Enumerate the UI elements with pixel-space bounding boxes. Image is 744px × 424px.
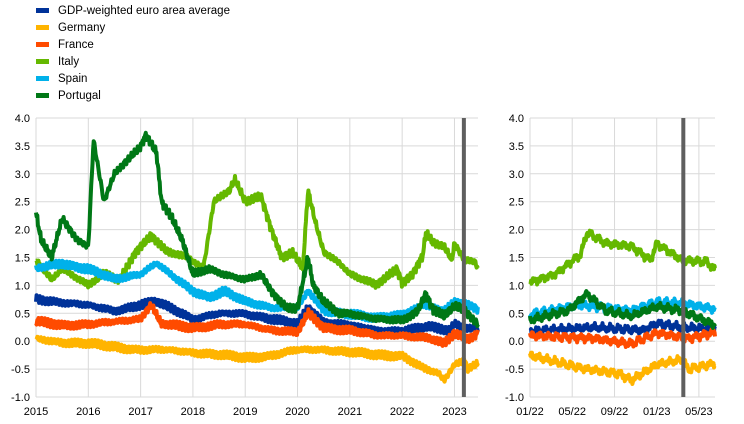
series-line-gdp-weighted-euro-area-average: [34, 293, 480, 337]
legend-item: Portugal: [36, 87, 230, 104]
y-tick-label: 4.0: [15, 113, 30, 125]
y-tick-label: 1.0: [509, 280, 524, 292]
y-tick-label: -0.5: [11, 364, 30, 376]
legend-item: Spain: [36, 70, 230, 87]
legend-item: Italy: [36, 53, 230, 70]
y-tick-label: 0.0: [509, 336, 524, 348]
y-tick-label: 3.0: [15, 169, 30, 181]
x-tick-label: 09/22: [601, 406, 629, 418]
y-tick-label: -1.0: [11, 392, 30, 404]
legend-swatch: [36, 76, 49, 81]
x-tick-label: 2019: [233, 406, 257, 418]
y-tick-label: 1.5: [15, 253, 30, 265]
legend: GDP-weighted euro area average Germany F…: [36, 2, 230, 104]
legend-swatch: [36, 42, 49, 47]
legend-swatch: [36, 93, 49, 98]
x-tick-label: 2021: [338, 406, 362, 418]
legend-item: France: [36, 36, 230, 53]
legend-label: Spain: [58, 72, 88, 85]
x-tick-label: 2020: [285, 406, 309, 418]
y-tick-label: 0.5: [509, 308, 524, 320]
y-tick-label: 1.5: [509, 253, 524, 265]
legend-label: Germany: [58, 21, 106, 34]
x-tick-label: 01/22: [516, 406, 544, 418]
x-tick-label: 2023: [442, 406, 466, 418]
y-tick-label: -0.5: [505, 364, 524, 376]
x-tick-label: 2016: [76, 406, 100, 418]
y-tick-label: 3.5: [509, 141, 524, 153]
legend-item: GDP-weighted euro area average: [36, 2, 230, 19]
y-tick-label: 2.5: [509, 197, 524, 209]
x-tick-label: 05/23: [685, 406, 713, 418]
x-tick-label: 2017: [128, 406, 152, 418]
series-line-france: [34, 301, 480, 348]
legend-item: Germany: [36, 19, 230, 36]
legend-swatch: [36, 59, 49, 64]
y-tick-label: 0.5: [15, 308, 30, 320]
y-tick-label: 1.0: [15, 280, 30, 292]
y-tick-label: 2.0: [15, 225, 30, 237]
series-line-portugal: [34, 130, 480, 329]
x-tick-label: 2018: [181, 406, 205, 418]
y-tick-label: 2.0: [509, 225, 524, 237]
x-tick-label: 05/22: [558, 406, 586, 418]
x-tick-label: 2022: [390, 406, 414, 418]
y-tick-label: 4.0: [509, 113, 524, 125]
legend-label: Italy: [58, 55, 80, 68]
legend-label: France: [58, 38, 94, 51]
y-tick-label: 3.0: [509, 169, 524, 181]
legend-label: Portugal: [58, 89, 101, 102]
x-tick-label: 2015: [24, 406, 48, 418]
y-tick-label: 3.5: [15, 141, 30, 153]
y-tick-label: 0.0: [15, 336, 30, 348]
legend-swatch: [36, 25, 49, 30]
y-tick-label: -1.0: [505, 392, 524, 404]
legend-label: GDP-weighted euro area average: [58, 4, 230, 17]
y-tick-label: 2.5: [15, 197, 30, 209]
series-line-germany: [528, 350, 717, 386]
series-line-spain: [34, 258, 480, 323]
x-tick-label: 01/23: [643, 406, 671, 418]
series-line-germany: [34, 334, 480, 384]
legend-swatch: [36, 8, 49, 13]
